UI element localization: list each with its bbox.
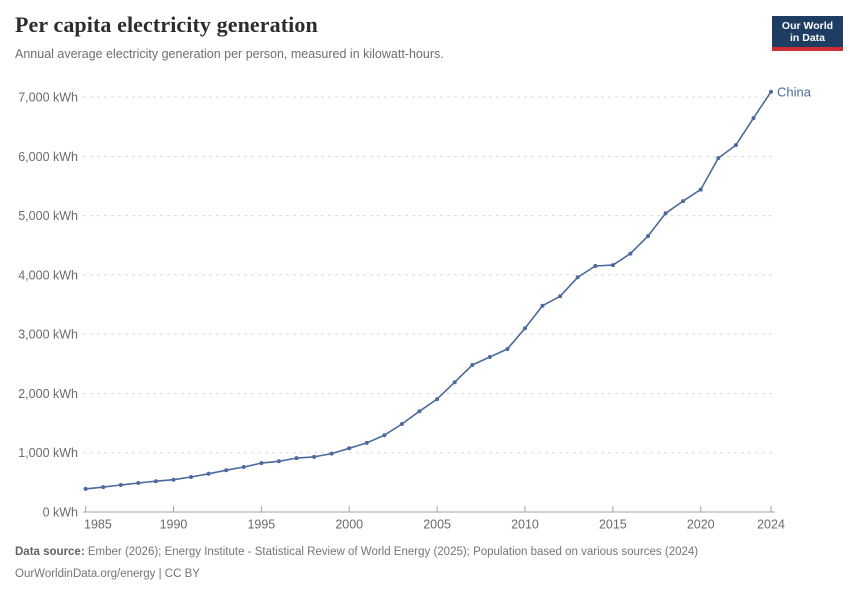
data-point[interactable] [329,451,334,456]
data-point[interactable] [769,89,773,94]
data-point[interactable] [241,465,246,469]
license-line: OurWorldinData.org/energy | CC BY [15,568,200,580]
y-tick-label: 3,000 kWh [18,328,78,342]
data-point[interactable] [206,471,211,476]
y-tick-label: 5,000 kWh [18,209,78,223]
y-tick-label: 6,000 kWh [18,150,78,164]
data-point[interactable] [276,459,281,464]
data-point[interactable] [487,355,492,359]
chart-footer: Data source: Ember (2026); Energy Instit… [15,541,835,585]
x-tick-label: 2015 [599,518,627,532]
y-tick-label: 0 kWh [43,506,78,520]
owid-logo-line1: Our World [781,20,834,32]
data-point[interactable] [136,481,141,485]
y-tick-label: 7,000 kWh [18,91,78,105]
data-point[interactable] [610,263,615,268]
data-point[interactable] [698,187,703,192]
data-point[interactable] [663,211,668,216]
data-point[interactable] [452,380,457,385]
data-point[interactable] [646,234,650,239]
x-tick-label: 1985 [84,518,112,532]
data-point[interactable] [294,456,299,461]
data-point[interactable] [628,251,633,256]
data-point[interactable] [435,397,440,402]
data-point[interactable] [505,347,510,351]
data-point[interactable] [399,422,404,426]
data-point[interactable] [347,446,352,451]
data-point[interactable] [733,143,738,148]
data-point[interactable] [558,294,563,299]
x-tick-label: 1995 [247,518,275,532]
data-source-text: Ember (2026); Energy Institute - Statist… [87,546,699,558]
data-source-label: Data source: [15,546,85,558]
data-point[interactable] [716,156,721,161]
x-tick-label: 2005 [423,518,451,532]
x-tick-label: 2020 [687,518,715,532]
y-tick-label: 4,000 kWh [18,268,78,282]
series-label-china: China [777,84,812,99]
data-point[interactable] [575,275,580,280]
y-tick-label: 1,000 kWh [18,446,78,460]
data-point[interactable] [751,116,756,121]
owid-logo-line2: in Data [789,32,825,44]
data-point[interactable] [523,326,527,331]
x-tick-label: 2024 [757,518,785,532]
data-point[interactable] [153,479,158,484]
x-tick-label: 2010 [511,518,539,532]
data-point[interactable] [189,475,193,479]
data-point[interactable] [224,468,229,473]
data-point[interactable] [101,485,106,490]
data-point[interactable] [312,454,317,459]
data-point[interactable] [540,303,545,308]
y-tick-label: 2,000 kWh [18,387,78,401]
data-point[interactable] [593,264,598,268]
data-point[interactable] [118,483,123,487]
owid-logo: Our World in Data [772,16,843,51]
data-point[interactable] [417,409,422,414]
data-point[interactable] [681,199,686,204]
x-tick-label: 2000 [335,518,363,532]
chart-subtitle: Annual average electricity generation pe… [15,47,444,61]
series-line-china[interactable] [84,91,772,490]
data-point[interactable] [171,477,176,482]
chart-header: Per capita electricity generation Annual… [15,12,755,61]
data-point[interactable] [382,433,387,438]
x-tick-label: 1990 [160,518,188,532]
page-title: Per capita electricity generation [15,12,318,37]
data-source-line: Data source: Ember (2026); Energy Instit… [15,541,835,563]
data-point[interactable] [259,461,264,466]
data-point[interactable] [470,363,475,367]
data-point[interactable] [83,486,88,491]
data-point[interactable] [364,440,369,445]
